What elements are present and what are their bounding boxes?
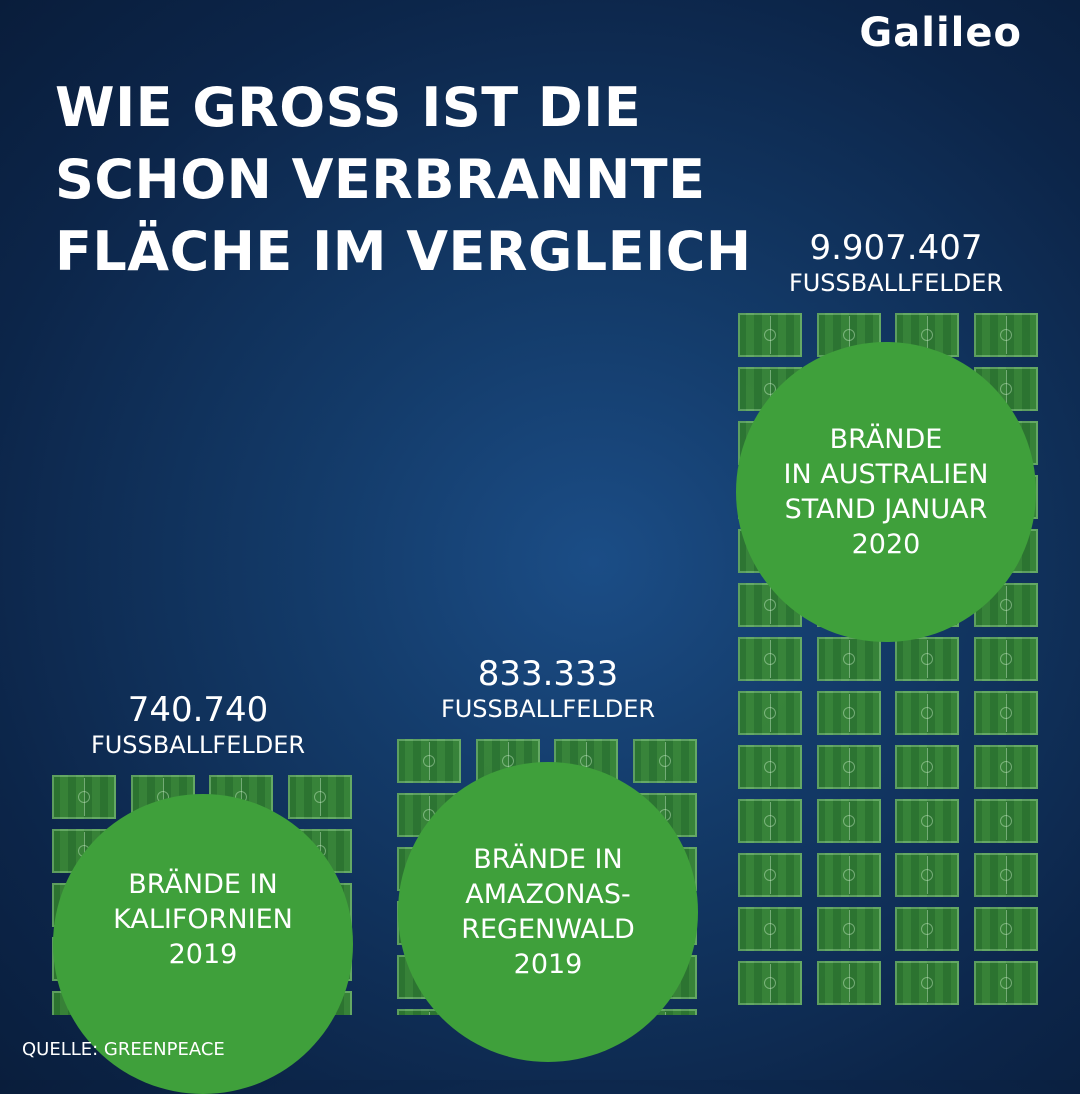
football-field-icon xyxy=(738,907,802,951)
value-number: 833.333 xyxy=(477,654,619,694)
bar-value-label-kalifornien: 740.740 FUSSBALLFELDER xyxy=(28,690,368,760)
source-label: QUELLE: GREENPEACE xyxy=(22,1039,225,1060)
bar-value-label-amazonas: 833.333 FUSSBALLFELDER xyxy=(378,654,718,724)
football-field-icon xyxy=(974,799,1038,843)
football-field-icon xyxy=(817,637,881,681)
value-number: 9.907.407 xyxy=(809,228,983,268)
football-field-icon xyxy=(974,691,1038,735)
football-field-icon xyxy=(738,637,802,681)
football-field-icon xyxy=(974,313,1038,357)
bar-label-amazonas: BRÄNDE IN AMAZONAS- REGENWALD 2019 xyxy=(398,762,698,1062)
bar-label-kalifornien: BRÄNDE IN KALIFORNIEN 2019 xyxy=(53,794,353,1094)
football-field-icon xyxy=(738,313,802,357)
football-field-icon xyxy=(817,961,881,1005)
galileo-logo: Galileo xyxy=(859,10,1022,56)
football-field-icon xyxy=(817,853,881,897)
football-field-icon xyxy=(738,691,802,735)
football-field-icon xyxy=(633,1009,697,1015)
football-field-icon xyxy=(895,637,959,681)
football-field-icon xyxy=(895,961,959,1005)
football-field-icon xyxy=(738,745,802,789)
football-field-icon xyxy=(817,799,881,843)
bar-value-label-australien: 9.907.407 FUSSBALLFELDER xyxy=(726,228,1066,298)
football-field-icon xyxy=(397,739,461,783)
football-field-icon xyxy=(817,691,881,735)
football-field-icon xyxy=(817,907,881,951)
football-field-icon xyxy=(52,775,116,819)
bar-label-australien: BRÄNDE IN AUSTRALIEN STAND JANUAR 2020 xyxy=(736,342,1036,642)
value-unit: FUSSBALLFELDER xyxy=(90,731,306,759)
football-field-icon xyxy=(895,745,959,789)
football-field-icon xyxy=(738,853,802,897)
page-title: WIE GROSS IST DIE SCHON VERBRANNTE FLÄCH… xyxy=(55,76,752,283)
football-field-icon xyxy=(974,637,1038,681)
football-field-icon xyxy=(633,739,697,783)
value-number: 740.740 xyxy=(127,690,269,730)
football-field-icon xyxy=(974,745,1038,789)
football-field-icon xyxy=(895,691,959,735)
football-field-icon xyxy=(974,907,1038,951)
football-field-icon xyxy=(397,1009,461,1015)
value-unit: FUSSBALLFELDER xyxy=(788,269,1004,297)
football-field-icon xyxy=(288,775,352,819)
football-field-icon xyxy=(738,961,802,1005)
football-field-icon xyxy=(895,853,959,897)
value-unit: FUSSBALLFELDER xyxy=(440,695,656,723)
football-field-icon xyxy=(974,961,1038,1005)
football-field-icon xyxy=(974,853,1038,897)
football-field-icon xyxy=(817,745,881,789)
football-field-icon xyxy=(895,907,959,951)
football-field-icon xyxy=(738,799,802,843)
football-field-icon xyxy=(895,799,959,843)
